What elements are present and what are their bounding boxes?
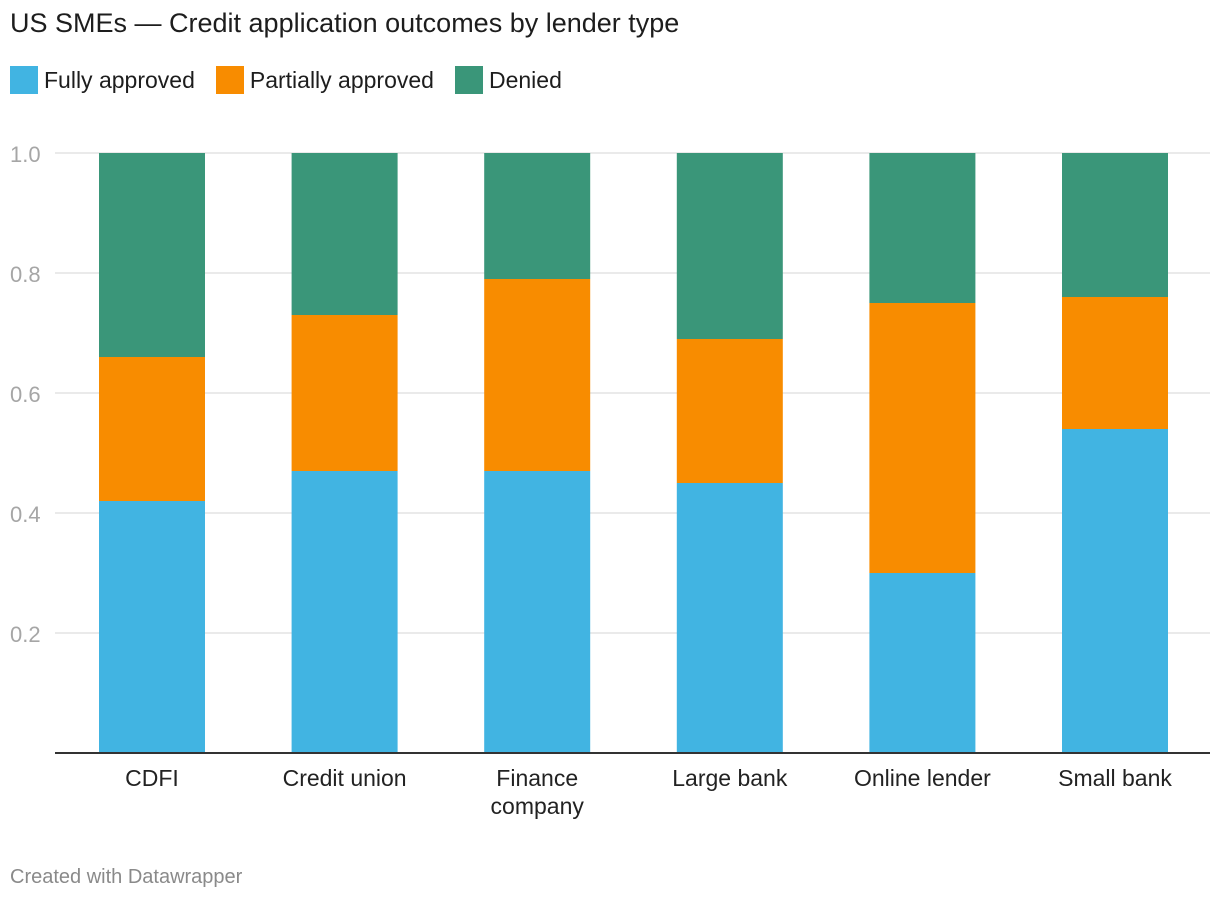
y-tick-label: 0.2 <box>10 622 41 647</box>
legend-item-partially-approved: Partially approved <box>215 66 434 94</box>
legend-item-fully-approved: Fully approved <box>10 66 195 94</box>
bar-segment <box>99 357 205 501</box>
y-tick-label: 0.6 <box>10 382 41 407</box>
legend-label-partially-approved: Partially approved <box>249 66 434 93</box>
x-tick-label: Large bank <box>672 765 788 791</box>
x-tick-label: Small bank <box>1058 765 1172 791</box>
y-tick-label: 0.8 <box>10 262 41 287</box>
bar-segment <box>99 153 205 357</box>
bar-segment <box>676 339 783 483</box>
legend: Fully approved Partially approved Denied <box>10 66 583 94</box>
legend-label-fully-approved: Fully approved <box>44 66 195 93</box>
x-tick-label: CDFI <box>125 765 179 791</box>
x-tick-label: Credit union <box>283 765 407 791</box>
bar-segment <box>1062 429 1168 753</box>
bar-segment <box>1062 153 1168 297</box>
x-tick-label: Finance <box>496 765 578 791</box>
bar-segment <box>484 279 591 471</box>
bar-segment <box>484 471 591 753</box>
bar-segment <box>291 153 398 315</box>
legend-label-denied: Denied <box>488 66 562 93</box>
y-tick-label: 0.4 <box>10 502 41 527</box>
bar-segment <box>291 315 398 471</box>
bar-segment <box>291 471 398 753</box>
footer-credit: Created with Datawrapper <box>10 866 243 888</box>
legend-swatch-partially-approved <box>215 66 244 94</box>
stacked-bar-chart: 0.2 0.4 0.6 0.8 1.0 CDFI Credit union Financeco… <box>10 142 1210 819</box>
bar-segment <box>1062 297 1168 429</box>
bar-segment <box>869 573 976 753</box>
chart-title: US SMEs — Credit application outcomes by… <box>10 8 680 38</box>
y-tick-label: 1.0 <box>10 142 41 167</box>
x-tick-label: Online lender <box>854 765 991 791</box>
bar-segment <box>676 153 783 339</box>
bar-segment <box>99 501 205 753</box>
bar-segment <box>869 153 976 303</box>
legend-swatch-denied <box>454 66 483 94</box>
bar-segment <box>676 483 783 753</box>
bar-segment <box>869 303 976 573</box>
x-tick-label: company <box>491 793 585 819</box>
legend-item-denied: Denied <box>454 66 562 94</box>
bar-segment <box>484 153 591 279</box>
legend-swatch-fully-approved <box>10 66 38 94</box>
